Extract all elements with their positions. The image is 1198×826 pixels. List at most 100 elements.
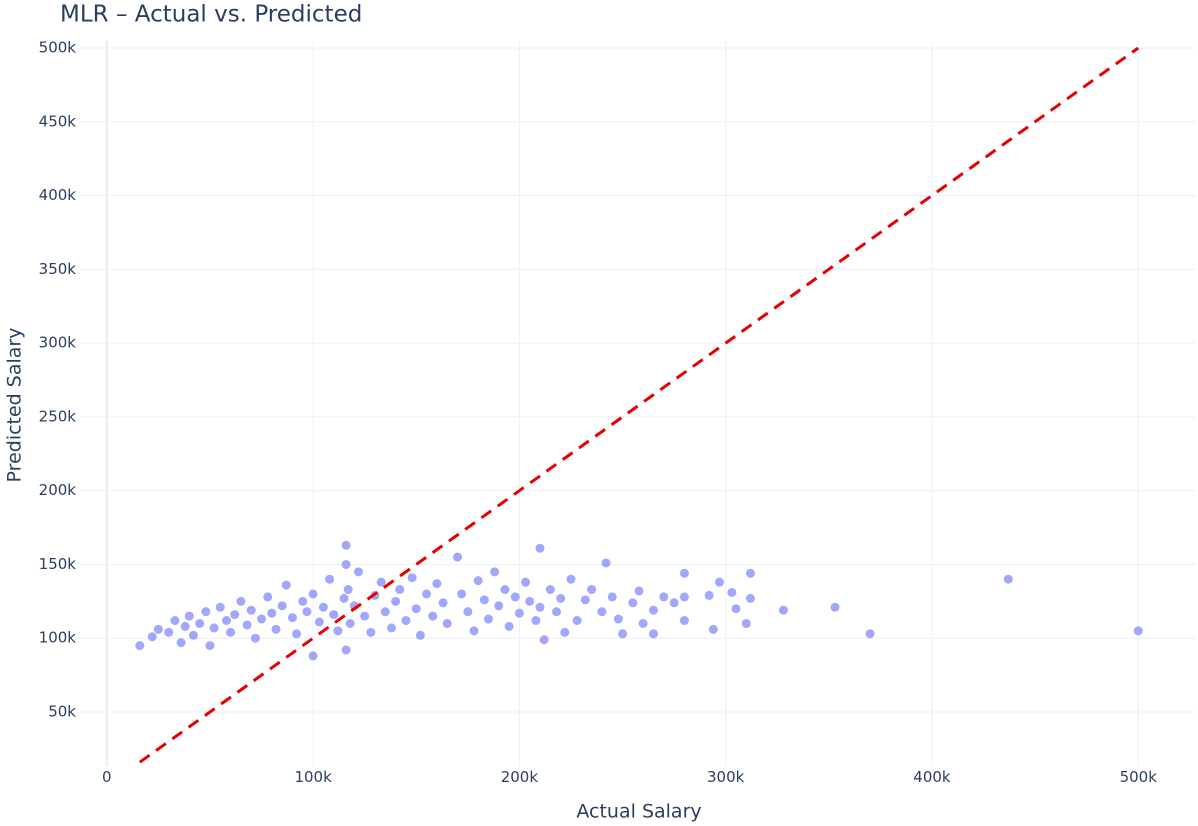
y-tick-label: 250k [39, 407, 77, 425]
point [329, 610, 339, 620]
point [704, 590, 714, 600]
point [714, 577, 724, 587]
point [386, 623, 396, 633]
point [170, 616, 180, 626]
point [366, 627, 376, 637]
point [407, 573, 417, 583]
point [494, 601, 504, 611]
point [345, 618, 355, 628]
point [292, 629, 302, 639]
point [401, 616, 411, 626]
point [415, 630, 425, 640]
point [195, 618, 205, 628]
point [180, 621, 190, 631]
point [422, 589, 432, 599]
x-tick-label: 0 [102, 768, 112, 786]
point [597, 607, 607, 617]
point [281, 580, 291, 590]
point [411, 604, 421, 614]
point [457, 589, 467, 599]
point [209, 623, 219, 633]
point [314, 617, 324, 627]
point [360, 611, 370, 621]
point [164, 627, 174, 637]
point [648, 629, 658, 639]
point [708, 624, 718, 634]
x-axis-title: Actual Salary [576, 801, 701, 823]
y-tick-label: 400k [39, 186, 77, 204]
point [510, 592, 520, 602]
point [215, 602, 225, 612]
x-tick-label: 400k [913, 768, 951, 786]
x-tick-label: 300k [707, 768, 745, 786]
point [727, 587, 737, 597]
point [287, 613, 297, 623]
point [341, 559, 351, 569]
point [135, 641, 145, 651]
point [308, 589, 318, 599]
point [333, 626, 343, 636]
point [318, 602, 328, 612]
chart-title: MLR – Actual vs. Predicted [60, 2, 362, 28]
point [205, 641, 215, 651]
point [560, 627, 570, 637]
point [428, 611, 438, 621]
point [341, 645, 351, 655]
point [545, 585, 555, 595]
point [572, 616, 582, 626]
point [601, 558, 611, 568]
point [242, 620, 252, 630]
point [257, 614, 267, 624]
point [525, 596, 535, 606]
y-tick-label: 300k [39, 334, 77, 352]
point [1003, 574, 1013, 584]
y-tick-label: 50k [48, 703, 76, 721]
point [580, 595, 590, 605]
point [250, 633, 260, 643]
point [226, 627, 236, 637]
point [638, 618, 648, 628]
point [731, 604, 741, 614]
point [343, 585, 353, 595]
point [469, 626, 479, 636]
point [566, 574, 576, 584]
point [628, 598, 638, 608]
point [267, 608, 277, 618]
point [535, 602, 545, 612]
point [490, 567, 500, 577]
point [778, 605, 788, 615]
point [556, 593, 566, 603]
point [176, 638, 186, 648]
point [184, 611, 194, 621]
point [341, 540, 351, 550]
point [613, 614, 623, 624]
point [271, 624, 281, 634]
point [552, 607, 562, 617]
point [659, 592, 669, 602]
point [453, 552, 463, 562]
point [531, 616, 541, 626]
point [539, 635, 549, 645]
point [648, 605, 658, 615]
point [391, 596, 401, 606]
y-tick-label: 350k [39, 260, 77, 278]
point [147, 632, 157, 642]
point [634, 586, 644, 596]
y-tick-label: 500k [39, 38, 77, 56]
point [463, 607, 473, 617]
point [587, 585, 597, 595]
point [153, 624, 163, 634]
point [230, 610, 240, 620]
point [353, 567, 363, 577]
point [188, 630, 198, 640]
point [504, 621, 514, 631]
point [483, 614, 493, 624]
point [473, 576, 483, 586]
point [432, 579, 442, 589]
point [607, 592, 617, 602]
point [679, 592, 689, 602]
point [1133, 626, 1143, 636]
point [302, 607, 312, 617]
point [376, 577, 386, 587]
